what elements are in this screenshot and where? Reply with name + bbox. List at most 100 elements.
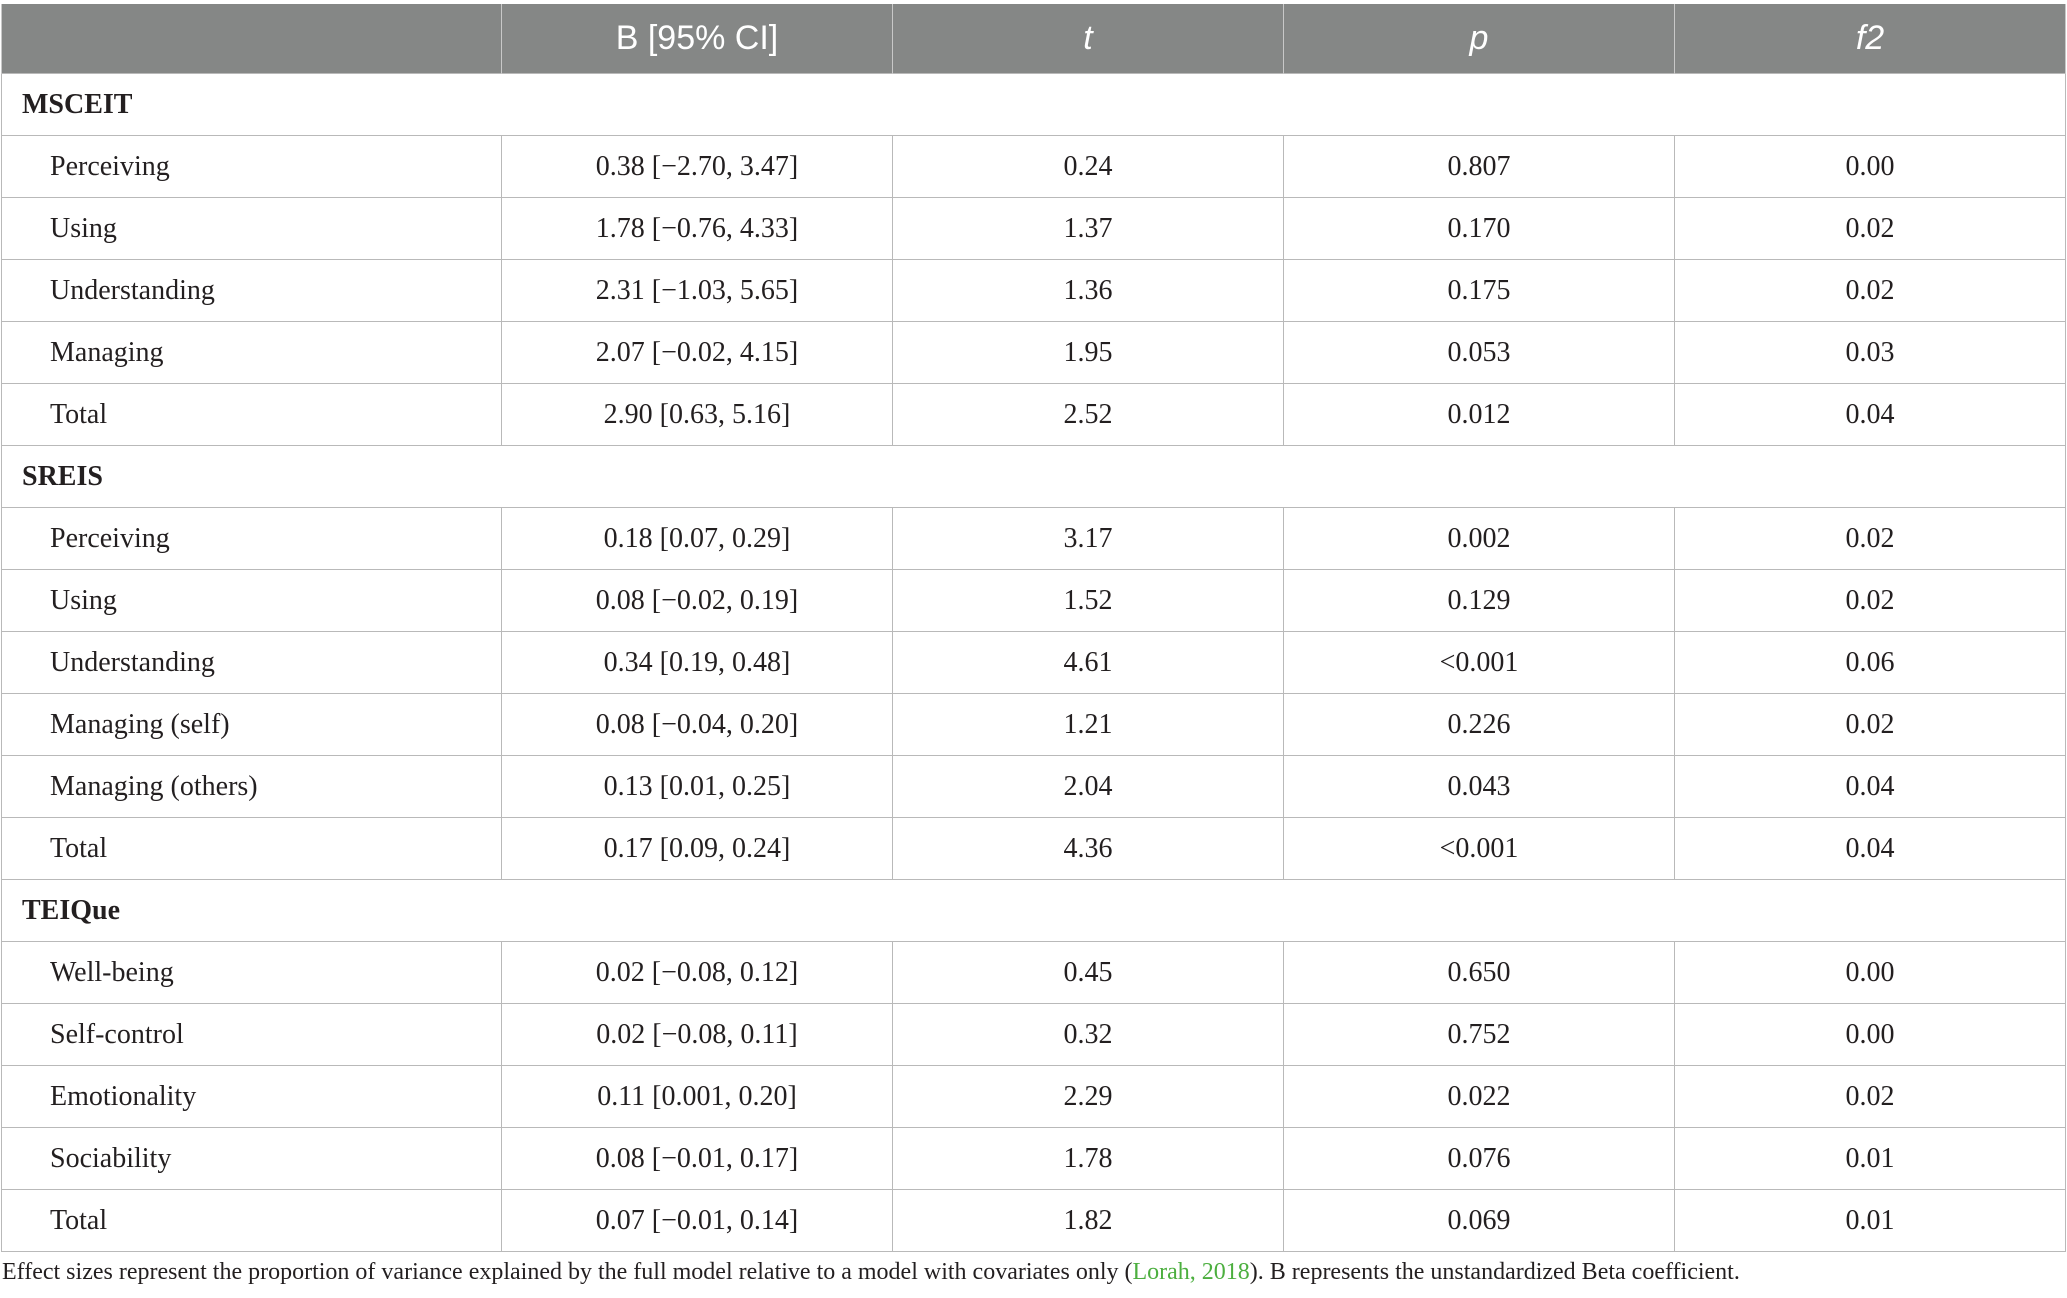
f2-value-cell: 0.04 (1674, 817, 2066, 880)
b-ci-cell: 1.78 [−0.76, 4.33] (501, 197, 893, 260)
row-label-cell: Total (1, 1189, 502, 1252)
header-t: t (892, 4, 1284, 74)
section-row: SREIS (1, 445, 2066, 508)
f2-value-cell: 0.02 (1674, 507, 2066, 570)
p-value-cell: <0.001 (1283, 631, 1675, 694)
b-ci-cell: 0.18 [0.07, 0.29] (501, 507, 893, 570)
b-ci-cell: 2.07 [−0.02, 4.15] (501, 321, 893, 384)
t-value-cell: 4.61 (892, 631, 1284, 694)
t-value-cell: 1.95 (892, 321, 1284, 384)
table-row: Managing (others) 0.13 [0.01, 0.25] 2.04 0.… (1, 755, 2066, 818)
f2-value-cell: 0.00 (1674, 1003, 2066, 1066)
row-label-cell: Understanding (1, 631, 502, 694)
table-footnote: Effect sizes represent the proportion of… (2, 1259, 1740, 1286)
section-row: TEIQue (1, 879, 2066, 942)
t-value-cell: 4.36 (892, 817, 1284, 880)
b-ci-cell: 0.02 [−0.08, 0.11] (501, 1003, 893, 1066)
t-value-cell: 2.29 (892, 1065, 1284, 1128)
t-value-cell: 1.78 (892, 1127, 1284, 1190)
table-row: Managing (self) 0.08 [−0.04, 0.20] 1.21 0.2… (1, 693, 2066, 756)
t-value-cell: 2.04 (892, 755, 1284, 818)
b-ci-cell: 0.08 [−0.01, 0.17] (501, 1127, 893, 1190)
f2-value-cell: 0.02 (1674, 259, 2066, 322)
section-row: MSCEIT (1, 73, 2066, 136)
table-row: Understanding 2.31 [−1.03, 5.65] 1.36 0.175… (1, 259, 2066, 322)
t-value-cell: 1.82 (892, 1189, 1284, 1252)
section-heading: SREIS (1, 445, 2066, 508)
p-value-cell: 0.002 (1283, 507, 1675, 570)
row-label-cell: Well-being (1, 941, 502, 1004)
table-body: MSCEIT Perceiving 0.38 [−2.70, 3.47] 0.24 0.… (1, 73, 2066, 1252)
f2-value-cell: 0.00 (1674, 941, 2066, 1004)
f2-value-cell: 0.01 (1674, 1127, 2066, 1190)
p-value-cell: 0.129 (1283, 569, 1675, 632)
row-label-cell: Managing (1, 321, 502, 384)
f2-value-cell: 0.00 (1674, 135, 2066, 198)
table-row: Self-control 0.02 [−0.08, 0.11] 0.32 0.752 0… (1, 1003, 2066, 1066)
f2-value-cell: 0.04 (1674, 755, 2066, 818)
header-row: B [95% CI] t p f2 (1, 4, 2066, 74)
row-label-cell: Understanding (1, 259, 502, 322)
p-value-cell: 0.170 (1283, 197, 1675, 260)
t-value-cell: 1.21 (892, 693, 1284, 756)
b-ci-cell: 0.38 [−2.70, 3.47] (501, 135, 893, 198)
results-table: B [95% CI] t p f2 MSCEIT Perceiving 0.38 [… (1, 4, 2066, 1252)
b-ci-cell: 0.17 [0.09, 0.24] (501, 817, 893, 880)
b-ci-cell: 2.31 [−1.03, 5.65] (501, 259, 893, 322)
table-row: Using 1.78 [−0.76, 4.33] 1.37 0.170 0.02 (1, 197, 2066, 260)
p-value-cell: <0.001 (1283, 817, 1675, 880)
header-f2: f2 (1674, 4, 2066, 74)
row-label-cell: Self-control (1, 1003, 502, 1066)
t-value-cell: 3.17 (892, 507, 1284, 570)
t-value-cell: 0.24 (892, 135, 1284, 198)
header-p: p (1283, 4, 1675, 74)
row-label-cell: Emotionality (1, 1065, 502, 1128)
b-ci-cell: 0.07 [−0.01, 0.14] (501, 1189, 893, 1252)
header-label (1, 4, 502, 74)
f2-value-cell: 0.06 (1674, 631, 2066, 694)
table-row: Perceiving 0.38 [−2.70, 3.47] 0.24 0.807 0.0… (1, 135, 2066, 198)
b-ci-cell: 0.34 [0.19, 0.48] (501, 631, 893, 694)
p-value-cell: 0.022 (1283, 1065, 1675, 1128)
p-value-cell: 0.043 (1283, 755, 1675, 818)
p-value-cell: 0.076 (1283, 1127, 1675, 1190)
header-b-ci: B [95% CI] (501, 4, 893, 74)
table-row: Perceiving 0.18 [0.07, 0.29] 3.17 0.002 0.02 (1, 507, 2066, 570)
section-heading: TEIQue (1, 879, 2066, 942)
footnote-text-before: Effect sizes represent the proportion of… (2, 1259, 1133, 1285)
f2-value-cell: 0.01 (1674, 1189, 2066, 1252)
row-label-cell: Perceiving (1, 507, 502, 570)
table-row: Total 0.17 [0.09, 0.24] 4.36 <0.001 0.04 (1, 817, 2066, 880)
table-row: Using 0.08 [−0.02, 0.19] 1.52 0.129 0.02 (1, 569, 2066, 632)
t-value-cell: 1.36 (892, 259, 1284, 322)
footnote-citation-link[interactable]: Lorah, 2018 (1132, 1259, 1250, 1285)
b-ci-cell: 0.08 [−0.04, 0.20] (501, 693, 893, 756)
p-value-cell: 0.650 (1283, 941, 1675, 1004)
b-ci-cell: 0.13 [0.01, 0.25] (501, 755, 893, 818)
t-value-cell: 1.52 (892, 569, 1284, 632)
table-row: Sociability 0.08 [−0.01, 0.17] 1.78 0.076 0.… (1, 1127, 2066, 1190)
f2-value-cell: 0.02 (1674, 693, 2066, 756)
table-row: Total 2.90 [0.63, 5.16] 2.52 0.012 0.04 (1, 383, 2066, 446)
b-ci-cell: 0.11 [0.001, 0.20] (501, 1065, 893, 1128)
f2-value-cell: 0.02 (1674, 569, 2066, 632)
row-label-cell: Using (1, 569, 502, 632)
row-label-cell: Total (1, 383, 502, 446)
row-label-cell: Using (1, 197, 502, 260)
table-row: Managing 2.07 [−0.02, 4.15] 1.95 0.053 0.03 (1, 321, 2066, 384)
t-value-cell: 1.37 (892, 197, 1284, 260)
f2-value-cell: 0.02 (1674, 1065, 2066, 1128)
t-value-cell: 0.32 (892, 1003, 1284, 1066)
row-label-cell: Managing (self) (1, 693, 502, 756)
table-row: Understanding 0.34 [0.19, 0.48] 4.61 <0.001… (1, 631, 2066, 694)
b-ci-cell: 0.08 [−0.02, 0.19] (501, 569, 893, 632)
p-value-cell: 0.752 (1283, 1003, 1675, 1066)
t-value-cell: 0.45 (892, 941, 1284, 1004)
row-label-cell: Perceiving (1, 135, 502, 198)
footnote-text-after: ). B represents the unstandardized Beta … (1249, 1259, 1740, 1285)
section-heading: MSCEIT (1, 73, 2066, 136)
t-value-cell: 2.52 (892, 383, 1284, 446)
f2-value-cell: 0.02 (1674, 197, 2066, 260)
p-value-cell: 0.807 (1283, 135, 1675, 198)
row-label-cell: Sociability (1, 1127, 502, 1190)
